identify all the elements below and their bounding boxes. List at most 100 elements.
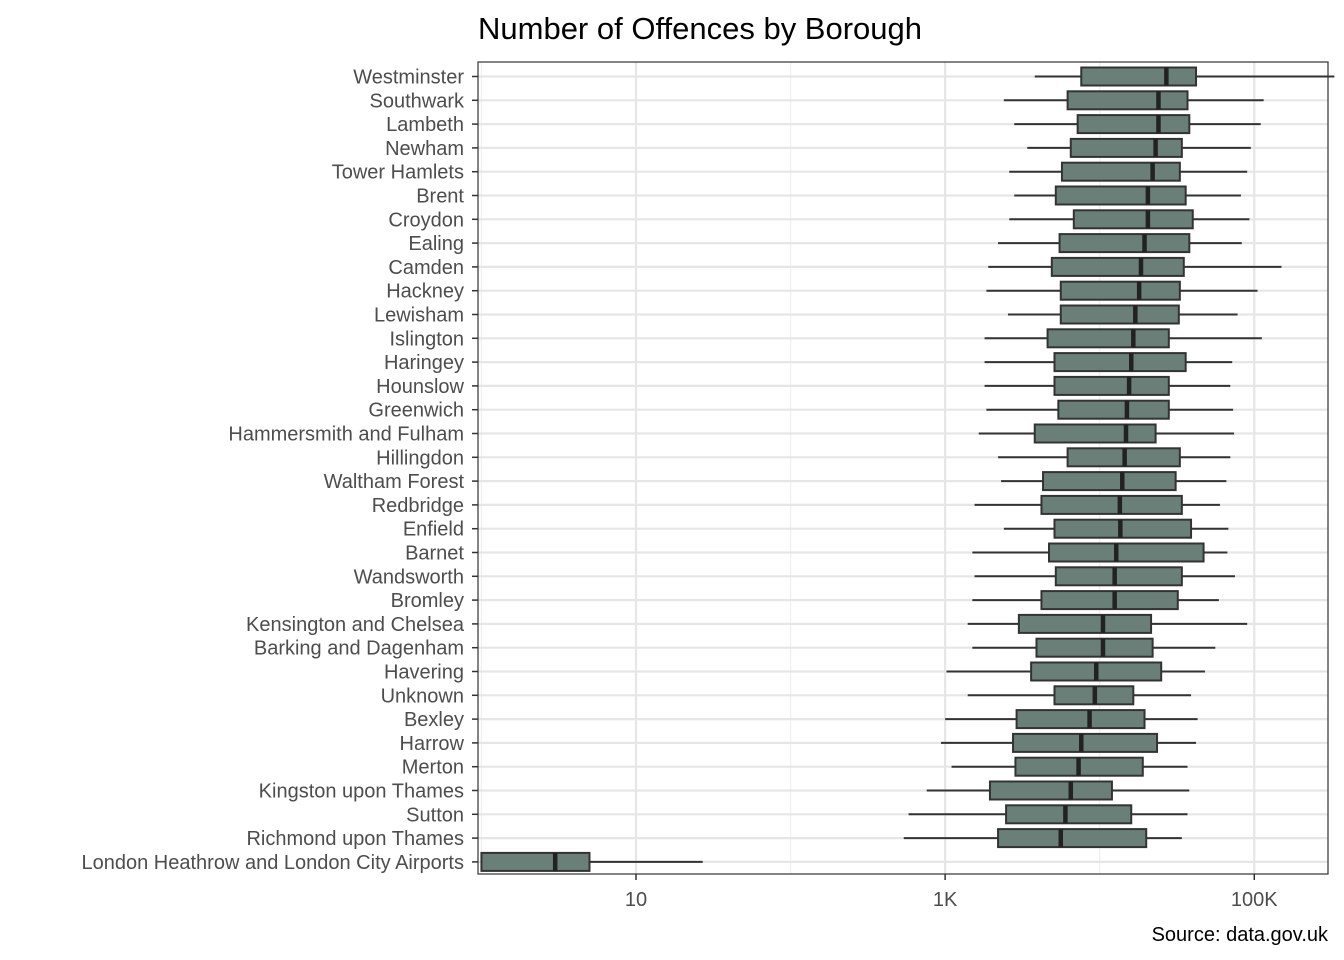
box-hounslow [984,375,1231,396]
iqr-box [1015,709,1146,730]
box-tower-hamlets [1009,161,1248,182]
box-lewisham [1007,304,1238,325]
iqr-box [1005,804,1133,825]
y-tick-label: Islington [390,328,465,350]
y-tick-label: Merton [402,757,464,779]
y-tick-label: Bromley [391,590,464,612]
y-tick-label: Camden [388,257,464,279]
plot-border [477,61,1329,875]
box-lambeth [1014,114,1261,135]
box-ealing [998,233,1242,254]
y-tick-label: Tower Hamlets [332,162,464,184]
box-hillingdon [998,447,1231,468]
box-hammersmith-and-fulham [978,423,1235,444]
y-tick-label: Lewisham [374,305,464,327]
x-tick-label: 1K [933,889,958,911]
y-tick-label: Unknown [381,685,464,707]
box-camden [988,256,1282,277]
box-newham [1027,137,1251,158]
iqr-box [1080,66,1198,87]
x-tick-label: 10 [625,889,647,911]
box-haringey [984,352,1233,373]
iqr-box [1076,114,1191,135]
box-redbridge [974,494,1220,515]
y-tick-label: Enfield [403,519,464,541]
box-croydon [1009,209,1250,230]
box-islington [984,328,1262,349]
y-tick-label: Southwark [370,90,465,112]
box-wandsworth [974,566,1235,587]
box-unknown [967,685,1192,706]
y-tick-label: Barnet [405,543,464,565]
y-tick-label: Brent [416,186,464,208]
y-tick-label: Hounslow [376,376,464,398]
y-tick-label: Croydon [388,209,464,231]
iqr-box [1072,209,1194,230]
box-richmond-upon-thames [903,828,1182,849]
box-merton [951,756,1188,777]
y-tick-label: Hammersmith and Fulham [228,424,464,446]
iqr-box [1069,137,1183,158]
y-tick-label: London Heathrow and London City Airports [82,852,464,874]
source-caption: Source: data.gov.uk [1152,924,1329,946]
y-tick-label: Kingston upon Thames [259,781,464,803]
y-tick-label: Hackney [386,281,464,303]
y-tick-label: Haringey [384,352,464,374]
y-tick-label: Kensington and Chelsea [246,614,465,636]
y-tick-label: Ealing [408,233,464,255]
box-harrow [940,732,1197,753]
y-tick-label: Hillingdon [376,447,464,469]
iqr-box [1012,732,1159,753]
iqr-box [1048,542,1205,563]
box-enfield [1003,518,1229,539]
box-bromley [972,590,1219,611]
y-tick-label: Wandsworth [354,566,464,588]
iqr-box [1057,399,1170,420]
iqr-box [1033,423,1157,444]
box-kingston-upon-thames [926,780,1190,801]
box-london-heathrow-and-london-city-airports [480,851,703,872]
iqr-box [480,851,591,872]
box-havering [946,661,1205,682]
iqr-box [1040,590,1179,611]
iqr-box [1046,328,1170,349]
iqr-box [1053,518,1193,539]
box-kensington-and-chelsea [967,613,1248,634]
box-greenwich [986,399,1234,420]
box-layer [480,66,1335,872]
y-tick-label: Harrow [400,733,465,755]
iqr-box [1053,375,1170,396]
box-brent [1014,185,1241,206]
x-tick-label: 100K [1231,889,1278,911]
iqr-box [1050,256,1185,277]
box-sutton [908,804,1188,825]
iqr-box [1059,280,1181,301]
plot-panel [478,62,1328,874]
box-hackney [986,280,1258,301]
box-barnet [972,542,1228,563]
y-tick-label: Sutton [406,804,464,826]
iqr-box [1060,161,1181,182]
iqr-box [1035,637,1154,658]
iqr-box [997,828,1148,849]
iqr-box [1053,352,1187,373]
box-southwark [1003,90,1264,111]
box-waltham-forest [1001,471,1227,492]
iqr-box [1054,185,1187,206]
iqr-box [1042,471,1177,492]
y-tick-label: Richmond upon Thames [246,828,464,850]
x-axis: 10 1K 100K [625,874,1278,911]
y-tick-label: Havering [384,662,464,684]
iqr-box [988,780,1113,801]
y-tick-label: Greenwich [368,400,464,422]
iqr-box [1040,494,1183,515]
chart-title: Number of Offences by Borough [478,11,922,46]
y-tick-label: Lambeth [386,114,464,136]
iqr-box [1058,233,1191,254]
y-tick-label: Newham [385,138,464,160]
iqr-box [1017,613,1153,634]
iqr-box [1059,304,1180,325]
y-tick-label: Redbridge [372,495,464,517]
